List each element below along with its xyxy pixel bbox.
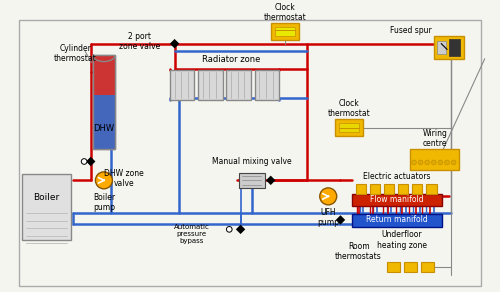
Circle shape — [96, 172, 112, 189]
Text: DHW zone
valve: DHW zone valve — [104, 169, 144, 188]
Bar — [426, 184, 436, 194]
Circle shape — [412, 160, 416, 165]
Circle shape — [438, 160, 442, 165]
Polygon shape — [336, 215, 345, 225]
Polygon shape — [170, 39, 179, 48]
Bar — [412, 184, 422, 194]
Polygon shape — [266, 175, 276, 185]
Text: Manual mixing valve: Manual mixing valve — [212, 157, 292, 166]
Text: Boiler
pump: Boiler pump — [93, 193, 115, 212]
Circle shape — [451, 160, 456, 165]
Bar — [404, 262, 417, 272]
Text: Return manifold: Return manifold — [366, 215, 428, 225]
Polygon shape — [236, 225, 246, 234]
Text: UFH
pump: UFH pump — [317, 208, 339, 227]
Bar — [352, 194, 442, 206]
Bar — [270, 23, 299, 40]
Circle shape — [444, 160, 450, 165]
Bar — [22, 174, 71, 240]
Circle shape — [418, 160, 423, 165]
Bar — [434, 36, 464, 59]
Bar — [386, 262, 400, 272]
Bar — [274, 27, 295, 36]
Bar — [335, 119, 363, 136]
Text: Room
thermostats: Room thermostats — [335, 242, 382, 261]
Bar — [254, 70, 279, 100]
Bar — [198, 70, 222, 100]
Bar — [356, 184, 366, 194]
Text: Radiator zone: Radiator zone — [202, 55, 260, 65]
Bar — [92, 95, 115, 149]
Text: Flow manifold: Flow manifold — [370, 195, 424, 204]
Text: Clock
thermostat: Clock thermostat — [264, 3, 306, 22]
Bar — [410, 149, 459, 170]
Bar — [352, 214, 442, 227]
Text: Clock
thermostat: Clock thermostat — [328, 99, 370, 118]
Text: DHW: DHW — [94, 124, 114, 133]
Bar — [92, 55, 115, 95]
Text: Wiring
centre: Wiring centre — [422, 129, 447, 148]
Text: Underfloor
heating zone: Underfloor heating zone — [376, 230, 426, 250]
Circle shape — [432, 160, 436, 165]
Bar — [449, 39, 460, 56]
Text: Cylinder
thermostat: Cylinder thermostat — [54, 44, 96, 63]
Bar — [420, 262, 434, 272]
Text: Automatic
pressure
bypass: Automatic pressure bypass — [174, 224, 210, 244]
Text: 2 port
zone valve: 2 port zone valve — [119, 32, 160, 51]
Bar — [92, 55, 115, 149]
Circle shape — [425, 160, 430, 165]
Bar — [398, 184, 408, 194]
Bar — [338, 123, 359, 132]
Circle shape — [320, 188, 336, 205]
Circle shape — [82, 159, 87, 164]
Bar — [226, 70, 251, 100]
Bar — [170, 70, 194, 100]
Circle shape — [226, 227, 232, 232]
Text: Fused spur: Fused spur — [390, 26, 432, 35]
Bar — [384, 184, 394, 194]
Bar — [92, 55, 115, 149]
Text: Boiler: Boiler — [34, 193, 60, 202]
Bar — [238, 173, 265, 188]
Text: Electric actuators: Electric actuators — [364, 172, 431, 181]
Bar — [436, 41, 446, 54]
Polygon shape — [86, 157, 96, 166]
Bar — [370, 184, 380, 194]
